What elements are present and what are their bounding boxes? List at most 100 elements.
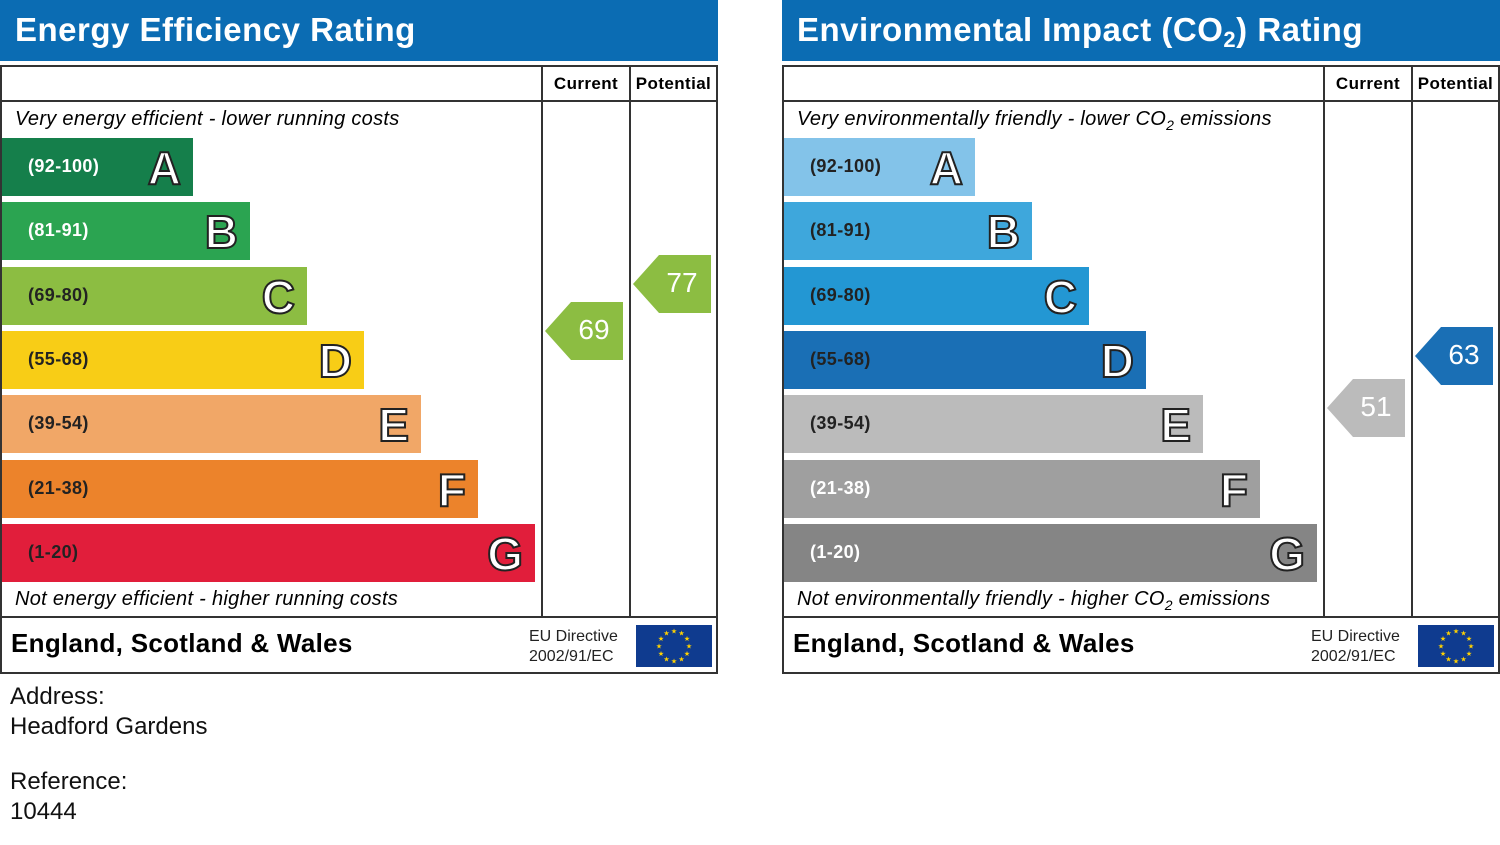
energy-chart-frame — [0, 65, 718, 674]
flag-star: ★ — [1445, 656, 1451, 664]
environmental-current-marker: 51 — [1327, 379, 1405, 437]
environmental-band-letter: G — [1268, 527, 1306, 581]
flag-star: ★ — [658, 650, 664, 658]
environmental-potential-divider — [1411, 65, 1413, 618]
environmental-band-g: (1-20) G — [784, 524, 1317, 582]
flag-star: ★ — [663, 630, 669, 638]
energy-efficiency-panel: Energy Efficiency Rating Current Potenti… — [0, 0, 718, 674]
environmental-current-header: Current — [1335, 74, 1401, 93]
environmental-band-letter: E — [1159, 398, 1192, 452]
energy-title-bar: Energy Efficiency Rating — [0, 0, 718, 61]
energy-band-letter: E — [377, 398, 410, 452]
environmental-band-e: (39-54) E — [784, 395, 1203, 453]
energy-band-letter: C — [261, 270, 296, 324]
flag-star: ★ — [1440, 650, 1446, 658]
environmental-band-letter: B — [986, 205, 1021, 259]
eu-flag-icon: ★ ★★★★★★★★★★★ — [636, 625, 712, 667]
environmental-band-b: (81-91) B — [784, 202, 1032, 260]
environmental-eu-line1: EU Directive — [1311, 628, 1400, 645]
address-label: Address: — [10, 683, 105, 710]
energy-current-divider — [541, 65, 543, 618]
energy-chart-title: Energy Efficiency Rating — [15, 11, 416, 48]
environmental-eu-directive: EU Directive 2002/91/EC — [1311, 627, 1400, 667]
energy-band-letter: D — [318, 334, 353, 388]
environmental-band-range: (81-91) — [810, 220, 871, 240]
environmental-band-letter: F — [1219, 463, 1249, 517]
energy-band-letter: B — [204, 205, 239, 259]
environmental-top-description: Very environmentally friendly - lower CO… — [797, 108, 1272, 133]
environmental-current-value: 51 — [1360, 391, 1392, 422]
flag-star: ★ — [684, 635, 690, 643]
energy-potential-arrow-icon — [633, 255, 711, 313]
reference-value: 10444 — [10, 798, 77, 825]
environmental-eu-line2: 2002/91/EC — [1311, 648, 1396, 665]
energy-current-marker: 69 — [545, 302, 623, 360]
energy-eu-line1: EU Directive — [529, 628, 618, 645]
flag-star: ★ — [658, 635, 664, 643]
address-value: Headford Gardens — [10, 713, 208, 740]
flag-star: ★ — [1453, 628, 1459, 636]
environmental-footer-country: England, Scotland & Wales — [793, 628, 1135, 658]
flag-star: ★ — [1453, 658, 1459, 666]
environmental-header-divider — [782, 100, 1500, 102]
environmental-chart-frame — [782, 65, 1500, 674]
flag-star: ★ — [1438, 643, 1444, 651]
energy-band-letter: F — [437, 463, 467, 517]
energy-band-range: (21-38) — [28, 478, 89, 498]
flag-star: ★ — [678, 630, 684, 638]
energy-current-header: Current — [553, 74, 619, 93]
energy-band-g: (1-20) G — [2, 524, 535, 582]
energy-band-range: (39-54) — [28, 413, 89, 433]
flag-star: ★ — [656, 643, 662, 651]
energy-footer-divider — [0, 616, 718, 618]
flag-star: ★ — [678, 656, 684, 664]
energy-potential-marker: 77 — [633, 255, 711, 313]
flag-star: ★ — [663, 656, 669, 664]
environmental-band-range: (55-68) — [810, 349, 871, 369]
flag-star: ★ — [1440, 635, 1446, 643]
environmental-band-f: (21-38) F — [784, 460, 1260, 518]
energy-potential-header: Potential — [635, 74, 712, 93]
reference-label: Reference: — [10, 768, 128, 795]
environmental-band-range: (1-20) — [810, 542, 861, 562]
energy-band-a: (92-100) A — [2, 138, 193, 196]
energy-band-range: (1-20) — [28, 542, 79, 562]
environmental-band-letter: C — [1043, 270, 1078, 324]
energy-band-letter: G — [486, 527, 524, 581]
environmental-band-a: (92-100) A — [784, 138, 975, 196]
energy-footer-country: England, Scotland & Wales — [11, 628, 353, 658]
environmental-band-letter: A — [929, 141, 964, 195]
environmental-title-bar: Environmental Impact (CO2) Rating — [782, 0, 1500, 61]
environmental-band-d: (55-68) D — [784, 331, 1146, 389]
energy-eu-line2: 2002/91/EC — [529, 648, 614, 665]
environmental-band-range: (92-100) — [810, 156, 882, 176]
flag-star: ★ — [1466, 635, 1472, 643]
flag-star: ★ — [1466, 650, 1472, 658]
energy-band-c: (69-80) C — [2, 267, 307, 325]
environmental-current-arrow-icon — [1327, 379, 1405, 437]
environmental-band-letter: D — [1100, 334, 1135, 388]
flag-star: ★ — [686, 643, 692, 651]
environmental-potential-value: 63 — [1448, 339, 1480, 370]
environmental-band-c: (69-80) C — [784, 267, 1089, 325]
flag-star: ★ — [1468, 643, 1474, 651]
flag-star: ★ — [671, 658, 677, 666]
energy-current-arrow-icon — [545, 302, 623, 360]
energy-top-description: Very energy efficient - lower running co… — [15, 108, 400, 130]
flag-star: ★ — [1460, 656, 1466, 664]
environmental-band-range: (39-54) — [810, 413, 871, 433]
environmental-potential-arrow-icon — [1415, 327, 1493, 385]
flag-star: ★ — [1445, 630, 1451, 638]
flag-star: ★ — [1460, 630, 1466, 638]
flag-star: ★ — [684, 650, 690, 658]
environmental-band-range: (69-80) — [810, 285, 871, 305]
flag-star: ★ — [671, 628, 677, 636]
energy-band-range: (55-68) — [28, 349, 89, 369]
energy-band-e: (39-54) E — [2, 395, 421, 453]
energy-band-range: (92-100) — [28, 156, 100, 176]
environmental-potential-marker: 63 — [1415, 327, 1493, 385]
energy-band-f: (21-38) F — [2, 460, 478, 518]
environmental-impact-panel: Environmental Impact (CO2) Rating Curren… — [782, 0, 1500, 674]
environmental-chart-title: Environmental Impact (CO2) Rating — [797, 11, 1363, 52]
environmental-potential-header: Potential — [1417, 74, 1494, 93]
